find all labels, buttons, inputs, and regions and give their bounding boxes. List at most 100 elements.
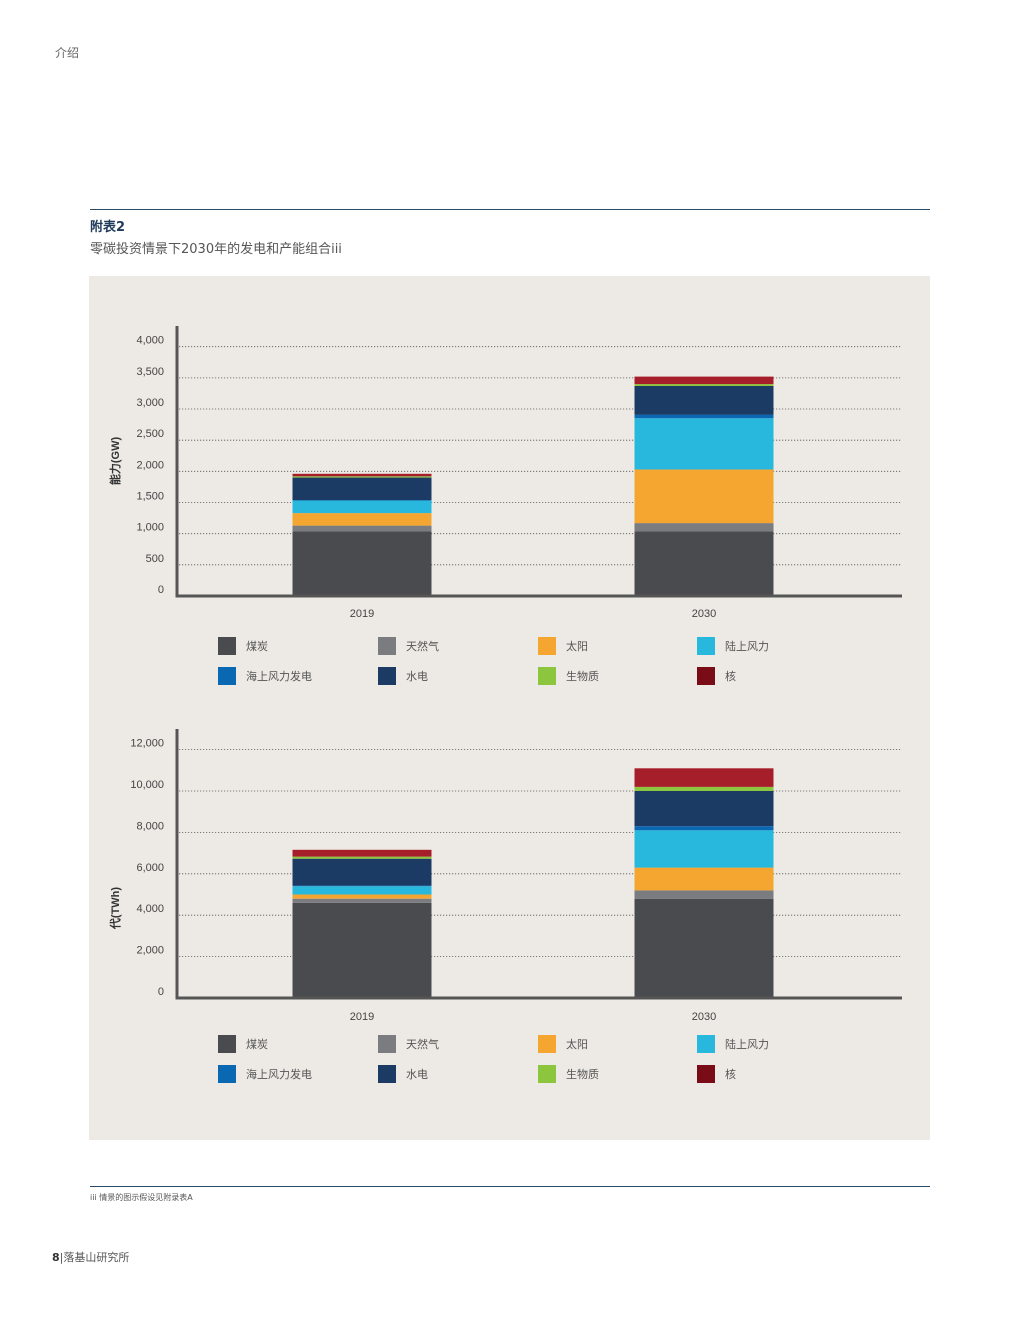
legend-swatch-offshore_wind xyxy=(218,1065,236,1083)
legend-label: 生物质 xyxy=(566,669,599,683)
legend-swatch-onshore_wind xyxy=(697,637,715,655)
bar-segment-biomass xyxy=(634,786,774,791)
y-tick-label: 500 xyxy=(146,553,164,565)
bar-segment-nuclear xyxy=(292,473,432,477)
legend-label: 天然气 xyxy=(406,1037,439,1051)
bar-segment-hydro xyxy=(292,477,432,500)
y-tick-label: 10,000 xyxy=(130,779,164,791)
bar-segment-gas xyxy=(292,898,432,903)
y-tick-label: 3,500 xyxy=(136,366,164,378)
legend-label: 核 xyxy=(725,669,736,683)
legend-swatch-nuclear_legend xyxy=(697,667,715,685)
legend-label: 生物质 xyxy=(566,1067,599,1081)
legend-swatch-offshore_wind xyxy=(218,667,236,685)
bar-segment-onshore_wind xyxy=(292,886,432,895)
bar-segment-onshore_wind xyxy=(634,418,774,470)
legend-swatch-gas xyxy=(378,1035,396,1053)
legend-label: 煤炭 xyxy=(246,1038,268,1051)
figure-label: 附表2 xyxy=(90,220,126,235)
legend-label: 天然气 xyxy=(406,639,439,653)
y-tick-label: 6,000 xyxy=(136,862,164,874)
bar-segment-coal xyxy=(634,531,774,596)
bar-segment-onshore_wind xyxy=(292,500,432,514)
bar-segment-offshore_wind xyxy=(634,414,774,419)
bar-segment-onshore_wind xyxy=(634,830,774,868)
bar-segment-hydro xyxy=(634,386,774,415)
y-tick-label: 2,000 xyxy=(136,945,164,957)
y-tick-label: 1,500 xyxy=(136,491,164,503)
chart-2: 0 2,000 4,000 6,000 8,000 10,000 12,000 2019 203… xyxy=(108,729,902,1083)
bar-segment-offshore_wind xyxy=(292,500,432,501)
legend-swatch-solar xyxy=(538,637,556,655)
legend-label: 太阳 xyxy=(566,640,588,653)
y-tick-label: 0 xyxy=(158,986,164,998)
y-tick-label: 4,000 xyxy=(136,335,164,347)
y-tick-label: 1,000 xyxy=(136,522,164,534)
footnote: iii 情景的图示假设见附录表A xyxy=(90,1193,193,1202)
y-tick-label: 3,000 xyxy=(136,397,164,409)
legend-label: 海上风力发电 xyxy=(246,1067,312,1081)
chart-1: 0 500 1,000 1,500 2,000 2,500 3,000 3,500 4,000 2… xyxy=(108,326,902,685)
x-tick-label: 2030 xyxy=(692,1011,716,1023)
bar-segment-coal xyxy=(292,531,432,596)
bar-segment-gas xyxy=(292,525,432,532)
bar-segment-coal xyxy=(292,902,432,998)
y-axis-label: 代(TWh) xyxy=(108,887,122,930)
legend-label: 水电 xyxy=(406,670,428,683)
bar-segment-biomass xyxy=(292,856,432,859)
legend-swatch-coal xyxy=(218,637,236,655)
section-header: 介绍 xyxy=(55,46,80,60)
figure-title: 零碳投资情景下2030年的发电和产能组合iii xyxy=(90,242,342,257)
bar-segment-nuclear xyxy=(634,768,774,787)
legend-label: 海上风力发电 xyxy=(246,669,312,683)
legend-swatch-nuclear_legend xyxy=(697,1065,715,1083)
y-tick-label: 8,000 xyxy=(136,820,164,832)
footer-separator: | xyxy=(59,1251,64,1264)
bar-segment-solar xyxy=(292,894,432,899)
legend-label: 陆上风力 xyxy=(725,1037,769,1051)
bar-segment-gas xyxy=(634,890,774,899)
legend-swatch-hydro xyxy=(378,667,396,685)
bar-segment-solar xyxy=(292,513,432,526)
bar-segment-gas xyxy=(634,523,774,532)
legend-label: 陆上风力 xyxy=(725,639,769,653)
legend-swatch-biomass xyxy=(538,1065,556,1083)
footer-org: 落基山研究所 xyxy=(63,1251,130,1264)
y-tick-label: 12,000 xyxy=(130,738,164,750)
legend-swatch-coal xyxy=(218,1035,236,1053)
charts-svg: 0 500 1,000 1,500 2,000 2,500 3,000 3,500 4,000 2… xyxy=(108,326,902,1083)
legend-label: 水电 xyxy=(406,1068,428,1081)
x-tick-label: 2019 xyxy=(350,608,374,620)
legend-swatch-solar xyxy=(538,1035,556,1053)
y-tick-label: 2,500 xyxy=(136,428,164,440)
bottom-divider xyxy=(90,1186,930,1187)
bar-segment-nuclear xyxy=(634,376,774,385)
y-tick-label: 4,000 xyxy=(136,903,164,915)
page-number: 8 xyxy=(52,1251,60,1264)
legend-label: 太阳 xyxy=(566,1038,588,1051)
legend-swatch-gas xyxy=(378,637,396,655)
bar-segment-coal xyxy=(634,898,774,998)
y-axis-label: 能力(GW) xyxy=(108,437,122,486)
y-tick-label: 0 xyxy=(158,584,164,596)
legend-swatch-onshore_wind xyxy=(697,1035,715,1053)
chart-panel: 0 500 1,000 1,500 2,000 2,500 3,000 3,500 4,000 2… xyxy=(89,276,930,1140)
bar-segment-solar xyxy=(634,469,774,524)
legend-swatch-biomass xyxy=(538,667,556,685)
legend-swatch-hydro xyxy=(378,1065,396,1083)
bar-segment-hydro xyxy=(292,858,432,886)
bar-segment-hydro xyxy=(634,791,774,827)
bar-segment-offshore_wind xyxy=(634,826,774,831)
bar-segment-nuclear xyxy=(292,849,432,857)
x-tick-label: 2019 xyxy=(350,1011,374,1023)
x-tick-label: 2030 xyxy=(692,608,716,620)
bar-segment-biomass xyxy=(292,476,432,478)
legend-label: 煤炭 xyxy=(246,640,268,653)
page-footer: 8|落基山研究所 xyxy=(52,1249,129,1265)
bar-segment-biomass xyxy=(634,384,774,386)
bar-segment-offshore_wind xyxy=(292,885,432,887)
legend-label: 核 xyxy=(725,1067,736,1081)
bar-segment-solar xyxy=(634,867,774,891)
top-divider xyxy=(90,209,930,210)
y-tick-label: 2,000 xyxy=(136,459,164,471)
